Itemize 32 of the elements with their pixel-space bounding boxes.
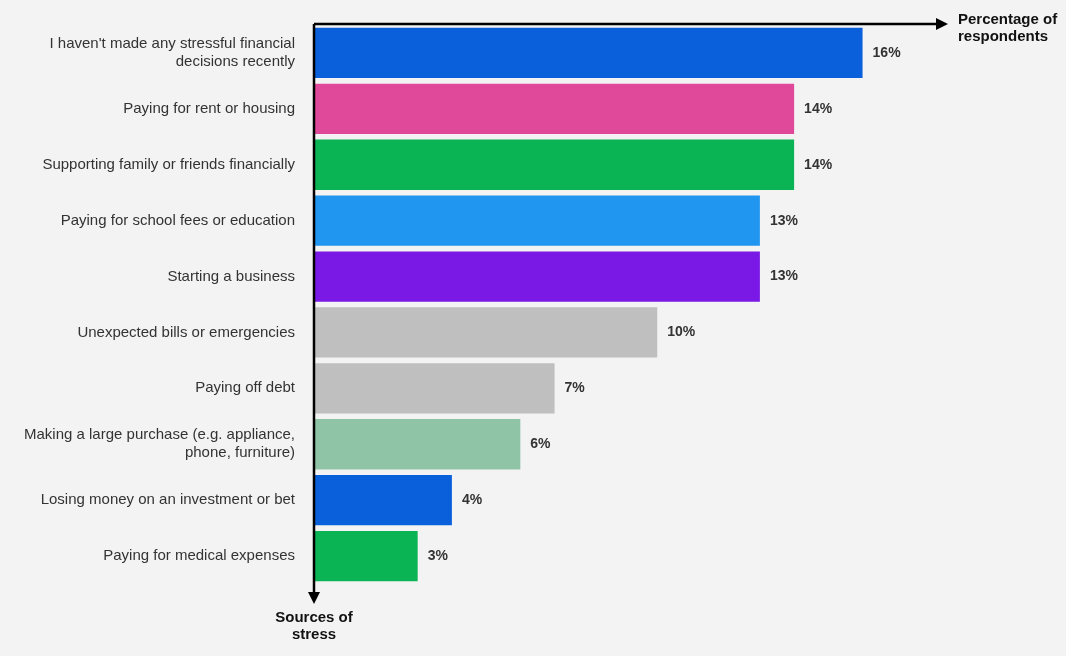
bar	[315, 195, 760, 246]
text: Percentage of respondents	[958, 10, 1059, 44]
data-label: 14%	[804, 155, 833, 172]
data-label: 13%	[769, 267, 799, 284]
y-tick-label: Unexpected bills or emergencies	[77, 322, 295, 340]
y-tick-label: Paying for rent or housing	[123, 98, 295, 116]
data-label: 13%	[769, 211, 799, 228]
bar	[315, 251, 760, 302]
bar	[315, 27, 863, 79]
data-label: 16%	[872, 43, 902, 60]
bar	[315, 475, 452, 526]
y-axis-title: Sources of stress	[274, 608, 354, 642]
y-tick-label: Paying off debt	[195, 378, 296, 396]
data-label: 3%	[427, 546, 449, 563]
bar	[315, 307, 658, 358]
bar	[315, 139, 795, 190]
bar	[315, 83, 795, 135]
y-tick-label: Making a large purchase (e.g. appliance, phone, furniture)	[24, 425, 295, 461]
bar	[315, 363, 555, 414]
y-tick-label: Supporting family or friends financially	[42, 154, 296, 172]
data-label: 7%	[564, 379, 586, 396]
y-tick-label: I haven't made any stressful financial decisions recently	[49, 34, 296, 70]
data-label: 4%	[461, 491, 483, 508]
data-label: 14%	[804, 99, 833, 116]
y-tick-label: Starting a business	[167, 266, 295, 284]
y-tick-label: Losing money on an investment or bet	[40, 490, 296, 508]
y-tick-label: Paying for medical expenses	[103, 546, 295, 564]
data-label: 10%	[667, 323, 696, 340]
y-tick-label: Paying for school fees or education	[60, 210, 295, 228]
bar	[315, 530, 418, 582]
data-label: 6%	[530, 435, 552, 452]
bar	[315, 419, 521, 470]
